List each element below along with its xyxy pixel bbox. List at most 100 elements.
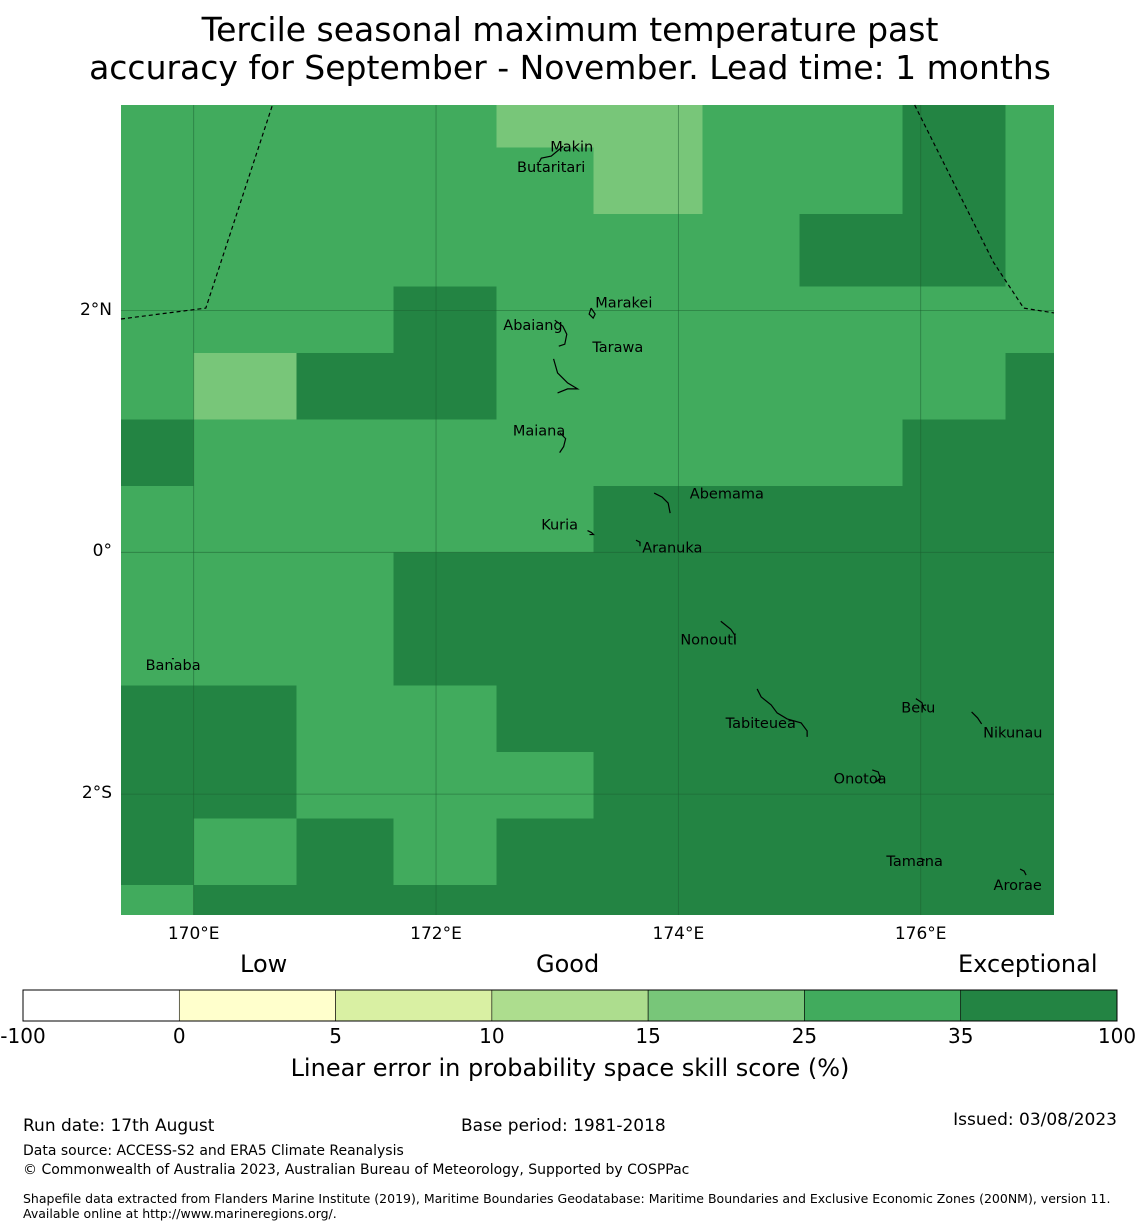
x-tick-label: 172°E <box>410 924 462 944</box>
skill-cells <box>121 105 1054 915</box>
chart-title-line-2: accuracy for September - November. Lead … <box>89 48 1051 87</box>
colorbar-tick-label: 5 <box>329 1024 342 1048</box>
skill-cell <box>121 485 594 553</box>
place-label: Nikunau <box>983 726 1042 742</box>
place-label: Nonouti <box>680 633 737 649</box>
colorbar-category-good: Good <box>536 950 600 978</box>
place-labels: Makin Butaritari Marakei Abaiang Tarawa Maian… <box>146 139 1043 894</box>
island-outline <box>1019 868 1027 876</box>
place-label: Abemama <box>690 486 764 502</box>
skill-cell <box>121 818 194 885</box>
island-outline <box>538 145 564 163</box>
skill-cell <box>121 552 394 686</box>
island-outline <box>635 539 641 547</box>
place-label: Aranuka <box>642 541 702 557</box>
base-period: Base period: 1981-2018 <box>461 1116 666 1136</box>
skill-cell <box>496 685 594 752</box>
shapefile-note: Shapefile data extracted from Flanders M… <box>23 1191 1111 1221</box>
skill-cell <box>799 213 1006 287</box>
island-outline <box>971 711 983 725</box>
data-source: Data source: ACCESS-S2 and ERA5 Climate … <box>23 1143 404 1159</box>
island-outline <box>559 432 567 453</box>
skill-cell <box>496 105 594 148</box>
chart-title-line-1: Tercile seasonal maximum temperature pas… <box>201 10 939 49</box>
eez-boundaries <box>120 104 1055 320</box>
x-tick-label: 174°E <box>652 924 705 944</box>
colorbar-segment <box>960 989 1118 1022</box>
skill-cell <box>121 884 194 915</box>
skill-cell <box>496 818 1006 885</box>
island-outline <box>915 698 927 712</box>
colorbar-tick-label: 15 <box>635 1024 661 1048</box>
skill-cell <box>496 286 594 486</box>
x-tick-label: 170°E <box>167 924 220 944</box>
skill-cell <box>593 685 1006 819</box>
colorbar-frame <box>22 989 1118 1022</box>
island-outline <box>872 769 881 783</box>
place-label: Makin <box>550 139 593 155</box>
skill-cell <box>193 352 297 420</box>
skill-cell <box>393 286 497 353</box>
colorbar-tick-label: -100 <box>0 1024 46 1048</box>
colorbar-tick-label: 100 <box>1097 1024 1137 1048</box>
colorbar-tick-label: 0 <box>172 1024 186 1048</box>
place-label: Arorae <box>994 878 1042 894</box>
island-outline <box>554 319 568 347</box>
y-tick-label: 2°S <box>81 783 112 804</box>
eez-boundary-line <box>120 104 274 320</box>
skill-cell <box>296 685 497 819</box>
skill-cell <box>902 105 1006 214</box>
place-label: Kuria <box>541 518 578 534</box>
skill-cell <box>702 105 800 486</box>
colorbar-tick-label: 35 <box>947 1024 974 1048</box>
place-label: Marakei <box>595 295 652 311</box>
colorbar-title: Linear error in probability space skill … <box>290 1054 850 1082</box>
island-outline <box>720 620 736 644</box>
place-label: Tamana <box>885 854 942 870</box>
skill-cell <box>393 552 1006 686</box>
place-label: Beru <box>901 700 935 716</box>
skill-cell <box>496 147 594 287</box>
issued-date: Issued: 03/08/2023 <box>953 1110 1117 1130</box>
skill-cell <box>1005 352 1054 915</box>
skill-cell <box>193 419 497 486</box>
place-label: Onotoa <box>834 772 887 788</box>
colorbar-segment <box>647 989 805 1022</box>
place-label: Tabiteuea <box>725 716 796 732</box>
skill-cell <box>1005 105 1054 353</box>
place-label: Tarawa <box>591 340 643 356</box>
place-label: Abaiang <box>503 318 562 334</box>
island-outline <box>653 492 671 514</box>
skill-cell <box>193 105 497 287</box>
colorbar <box>22 989 1118 1022</box>
skill-cell <box>296 352 497 420</box>
place-label: Butaritari <box>517 160 585 176</box>
colorbar-tick-label: 25 <box>791 1024 818 1048</box>
place-label: Banaba <box>146 658 201 674</box>
islands <box>171 145 1027 876</box>
skill-cell <box>799 286 1006 420</box>
skill-cell <box>393 818 497 885</box>
colorbar-category-low: Low <box>240 950 288 978</box>
island-outline <box>588 307 596 320</box>
copyright: © Commonwealth of Australia 2023, Austra… <box>23 1162 690 1178</box>
skill-cell <box>496 751 594 819</box>
skill-cell <box>593 105 703 214</box>
skill-cell <box>296 818 394 885</box>
run-date: Run date: 17th August <box>23 1116 215 1136</box>
island-outline <box>587 530 595 536</box>
skill-cell <box>121 685 297 819</box>
skill-cell <box>902 419 1006 486</box>
island-outline <box>552 358 580 394</box>
x-tick-label: 176°E <box>894 924 947 944</box>
skill-cell <box>799 105 903 214</box>
skill-cell <box>193 818 297 885</box>
skill-cell <box>193 884 1006 915</box>
colorbar-tick-label: 10 <box>479 1024 505 1048</box>
y-tick-label: 0° <box>92 541 112 562</box>
colorbar-segment <box>491 989 649 1022</box>
skill-cell <box>593 213 703 486</box>
colorbar-segment <box>22 989 180 1022</box>
eez-boundary-line <box>914 104 1055 314</box>
